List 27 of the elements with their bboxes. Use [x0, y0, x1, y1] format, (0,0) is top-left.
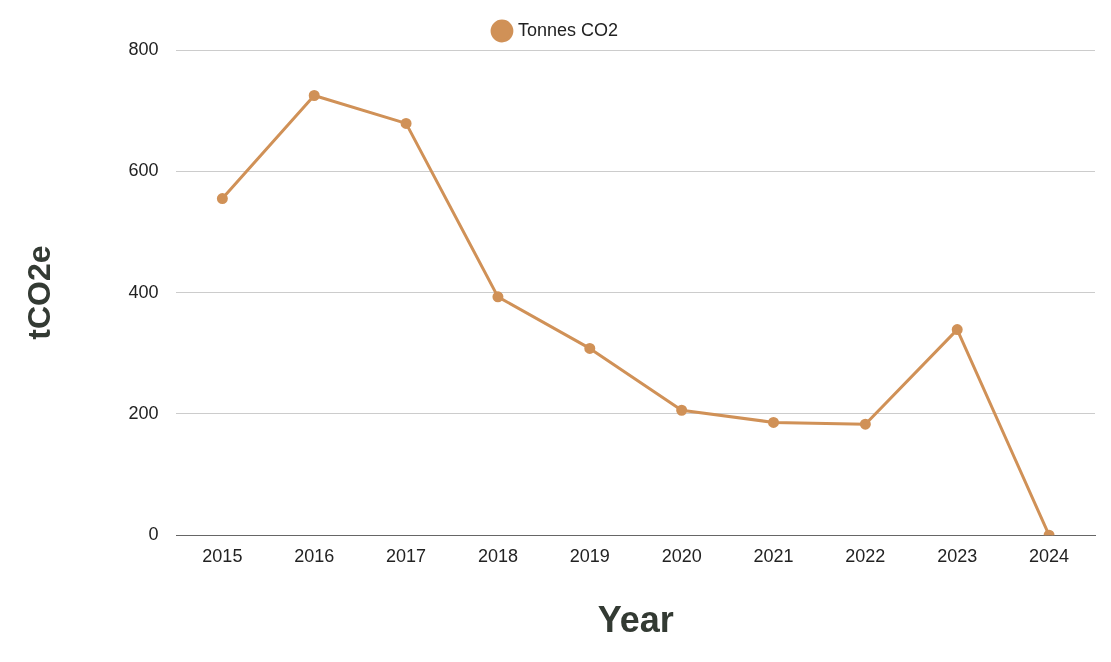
- x-tick-label: 2023: [937, 545, 978, 566]
- x-tick-label: 2019: [569, 545, 610, 566]
- point: [216, 193, 228, 205]
- x-tick-label: 2020: [661, 545, 702, 566]
- y-tick-label: 200: [128, 402, 159, 423]
- x-tick-label: 2024: [1029, 545, 1070, 566]
- point: [308, 89, 320, 101]
- x-tick-label: 2016: [294, 545, 335, 566]
- y-tick-label: 600: [128, 160, 159, 181]
- point: [768, 416, 779, 428]
- x-tick-label: 2015: [202, 545, 243, 566]
- x-axis-title: Year: [597, 599, 674, 641]
- y-tick-label: 0: [148, 524, 159, 545]
- x-tick-label: 2018: [477, 545, 518, 566]
- point: [859, 418, 871, 430]
- point: [676, 404, 688, 416]
- y-tick-label: 400: [128, 281, 159, 302]
- point: [584, 342, 596, 354]
- x-tick-label: 2021: [753, 545, 794, 566]
- y-axis-title: tCO2e: [21, 245, 58, 340]
- point: [400, 117, 412, 129]
- y-tick-label: 800: [128, 38, 159, 59]
- point: [951, 324, 963, 336]
- legend-label: Tonnes CO2: [517, 19, 619, 40]
- point: [492, 291, 504, 303]
- x-tick-label: 2017: [386, 545, 427, 566]
- x-tick-label: 2022: [845, 545, 886, 566]
